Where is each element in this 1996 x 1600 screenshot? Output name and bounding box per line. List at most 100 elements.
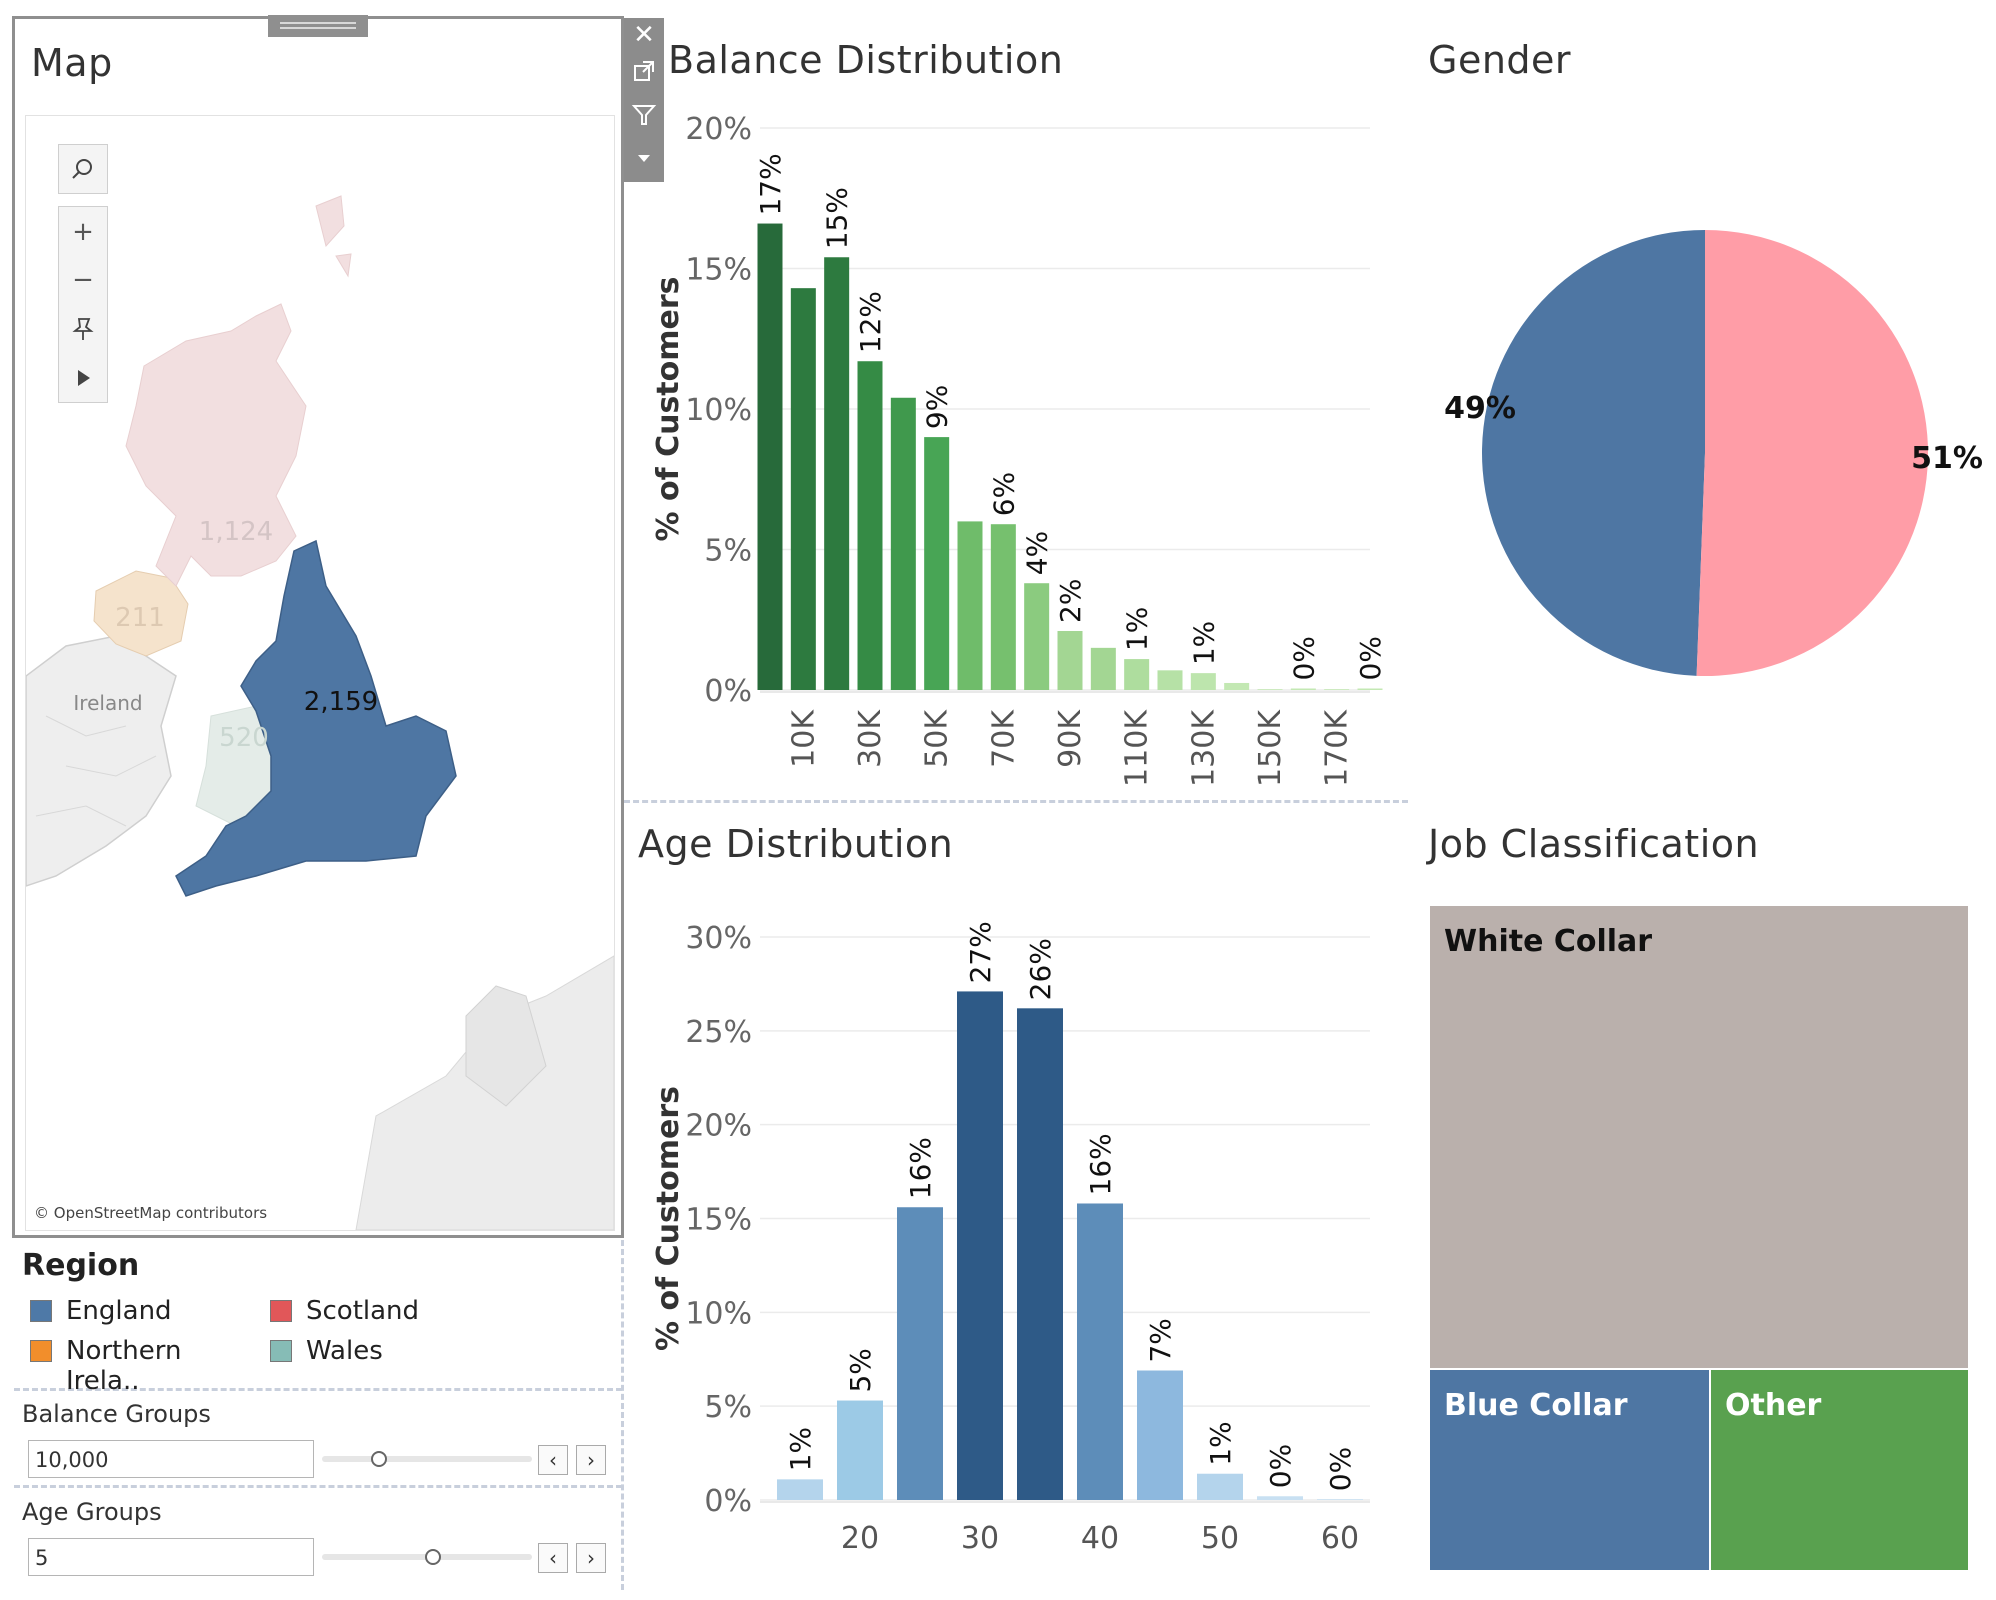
- legend-label: Wales: [306, 1336, 383, 1366]
- filter-icon: [631, 105, 657, 125]
- menu-button[interactable]: [624, 144, 664, 174]
- legend-item-northern-ireland[interactable]: Northern Irela..: [30, 1336, 260, 1396]
- y-axis-label: % of Customers: [651, 276, 686, 541]
- legend-item-england[interactable]: England: [30, 1296, 260, 1328]
- x-tick-label: 150K: [1253, 709, 1288, 787]
- menu-caret-icon: [638, 155, 650, 162]
- legend-swatch: [270, 1340, 292, 1362]
- balance-groups-label: Balance Groups: [22, 1400, 211, 1428]
- bar[interactable]: [1357, 688, 1383, 691]
- england-region: [175, 539, 457, 897]
- map-label-scotland: 1,124: [199, 517, 273, 547]
- bar-data-label: 9%: [921, 385, 954, 429]
- map-label-wales: 520: [219, 723, 269, 753]
- scotland-region: [125, 303, 307, 587]
- bar-data-label: 17%: [754, 153, 787, 215]
- x-tick-label: 40: [1081, 1521, 1119, 1556]
- bar[interactable]: [1024, 583, 1050, 690]
- bar-data-label: 1%: [1204, 1421, 1237, 1465]
- y-tick-label: 5%: [704, 1390, 752, 1425]
- divider-legend: [14, 1388, 622, 1391]
- balance-next-button[interactable]: ›: [576, 1445, 606, 1475]
- popout-button[interactable]: [624, 58, 664, 91]
- y-tick-label: 10%: [685, 393, 752, 428]
- balance-groups-slider[interactable]: [322, 1456, 532, 1462]
- bar[interactable]: [857, 361, 883, 690]
- x-tick-label: 30K: [853, 709, 888, 768]
- map-svg: 2,159 1,124 211 520 Ireland: [26, 195, 614, 1230]
- treemap-cell-white-collar[interactable]: White Collar: [1430, 906, 1968, 1368]
- legend-swatch: [30, 1300, 52, 1322]
- balance-groups-slider-thumb[interactable]: [370, 1451, 387, 1467]
- pin-icon: [72, 318, 94, 340]
- pie-slice[interactable]: [1696, 230, 1928, 676]
- filter-button[interactable]: [624, 102, 664, 135]
- legend-item-wales[interactable]: Wales: [270, 1336, 500, 1368]
- bar[interactable]: [777, 1479, 823, 1500]
- x-tick-label: 60: [1321, 1521, 1359, 1556]
- x-tick-label: 170K: [1320, 709, 1355, 787]
- age-chart-title: Age Distribution: [638, 822, 954, 866]
- x-tick-label: 110K: [1120, 709, 1155, 787]
- region-legend: Region England Scotland Northern Irela..…: [22, 1248, 612, 1396]
- bar[interactable]: [990, 524, 1016, 690]
- bar[interactable]: [1257, 1496, 1303, 1500]
- bar[interactable]: [1057, 630, 1083, 690]
- bar[interactable]: [1224, 682, 1250, 690]
- treemap-cell-other[interactable]: Other: [1711, 1370, 1968, 1570]
- bar[interactable]: [1137, 1370, 1183, 1500]
- map-search-button[interactable]: [58, 144, 108, 194]
- bar-data-label: 4%: [1021, 531, 1054, 575]
- bar[interactable]: [1190, 673, 1216, 690]
- bar[interactable]: [1257, 689, 1283, 690]
- y-tick-label: 0%: [704, 674, 752, 709]
- zoom-in-button[interactable]: +: [58, 206, 108, 256]
- bar[interactable]: [1090, 647, 1116, 690]
- close-icon[interactable]: ✕: [633, 20, 655, 50]
- bar[interactable]: [1324, 689, 1350, 690]
- x-tick-label: 130K: [1186, 709, 1221, 787]
- pie-slice-label: 51%: [1911, 441, 1983, 476]
- bar[interactable]: [1197, 1473, 1243, 1500]
- bar[interactable]: [897, 1207, 943, 1500]
- bar[interactable]: [1317, 1499, 1363, 1500]
- map-canvas[interactable]: 2,159 1,124 211 520 Ireland + − © OpenSt…: [25, 115, 615, 1231]
- drag-handle[interactable]: [268, 15, 368, 37]
- bar[interactable]: [757, 223, 783, 691]
- bar[interactable]: [957, 521, 983, 690]
- bar[interactable]: [790, 288, 816, 690]
- bar[interactable]: [824, 257, 850, 690]
- pie-slice-label: 49%: [1444, 391, 1516, 426]
- bar-data-label: 16%: [904, 1137, 937, 1199]
- balance-prev-button[interactable]: ‹: [538, 1445, 568, 1475]
- pie-slice[interactable]: [1481, 230, 1705, 676]
- bar-data-label: 0%: [1324, 1447, 1357, 1491]
- y-tick-label: 25%: [685, 1015, 752, 1050]
- zoom-out-button[interactable]: −: [58, 255, 108, 305]
- bar[interactable]: [1157, 670, 1183, 690]
- bar[interactable]: [890, 397, 916, 690]
- bar-data-label: 27%: [964, 921, 997, 983]
- age-groups-slider-thumb[interactable]: [425, 1549, 442, 1565]
- northern-ireland-region: [93, 570, 189, 657]
- bar[interactable]: [1077, 1203, 1123, 1500]
- map-more-button[interactable]: [58, 353, 108, 403]
- legend-item-scotland[interactable]: Scotland: [270, 1296, 500, 1328]
- bar[interactable]: [837, 1400, 883, 1500]
- age-next-button[interactable]: ›: [576, 1543, 606, 1573]
- age-distribution-chart: 0% 5% 10% 15% 20% 25% 30% % of Customers 1% 5% 16%…: [651, 921, 1370, 1556]
- bar[interactable]: [924, 437, 950, 690]
- bar-data-label: 1%: [1121, 607, 1154, 651]
- pin-button[interactable]: [58, 304, 108, 354]
- bar[interactable]: [957, 991, 1003, 1500]
- treemap-cell-blue-collar[interactable]: Blue Collar: [1430, 1370, 1709, 1570]
- bar-data-label: 6%: [987, 472, 1020, 516]
- bar[interactable]: [1124, 659, 1150, 690]
- bar[interactable]: [1017, 1008, 1063, 1500]
- age-groups-input[interactable]: 5: [28, 1538, 314, 1576]
- map-attribution[interactable]: © OpenStreetMap contributors: [34, 1204, 268, 1222]
- age-prev-button[interactable]: ‹: [538, 1543, 568, 1573]
- x-tick-label: 90K: [1053, 709, 1088, 768]
- balance-groups-input[interactable]: 10,000: [28, 1440, 314, 1478]
- bar[interactable]: [1290, 688, 1316, 691]
